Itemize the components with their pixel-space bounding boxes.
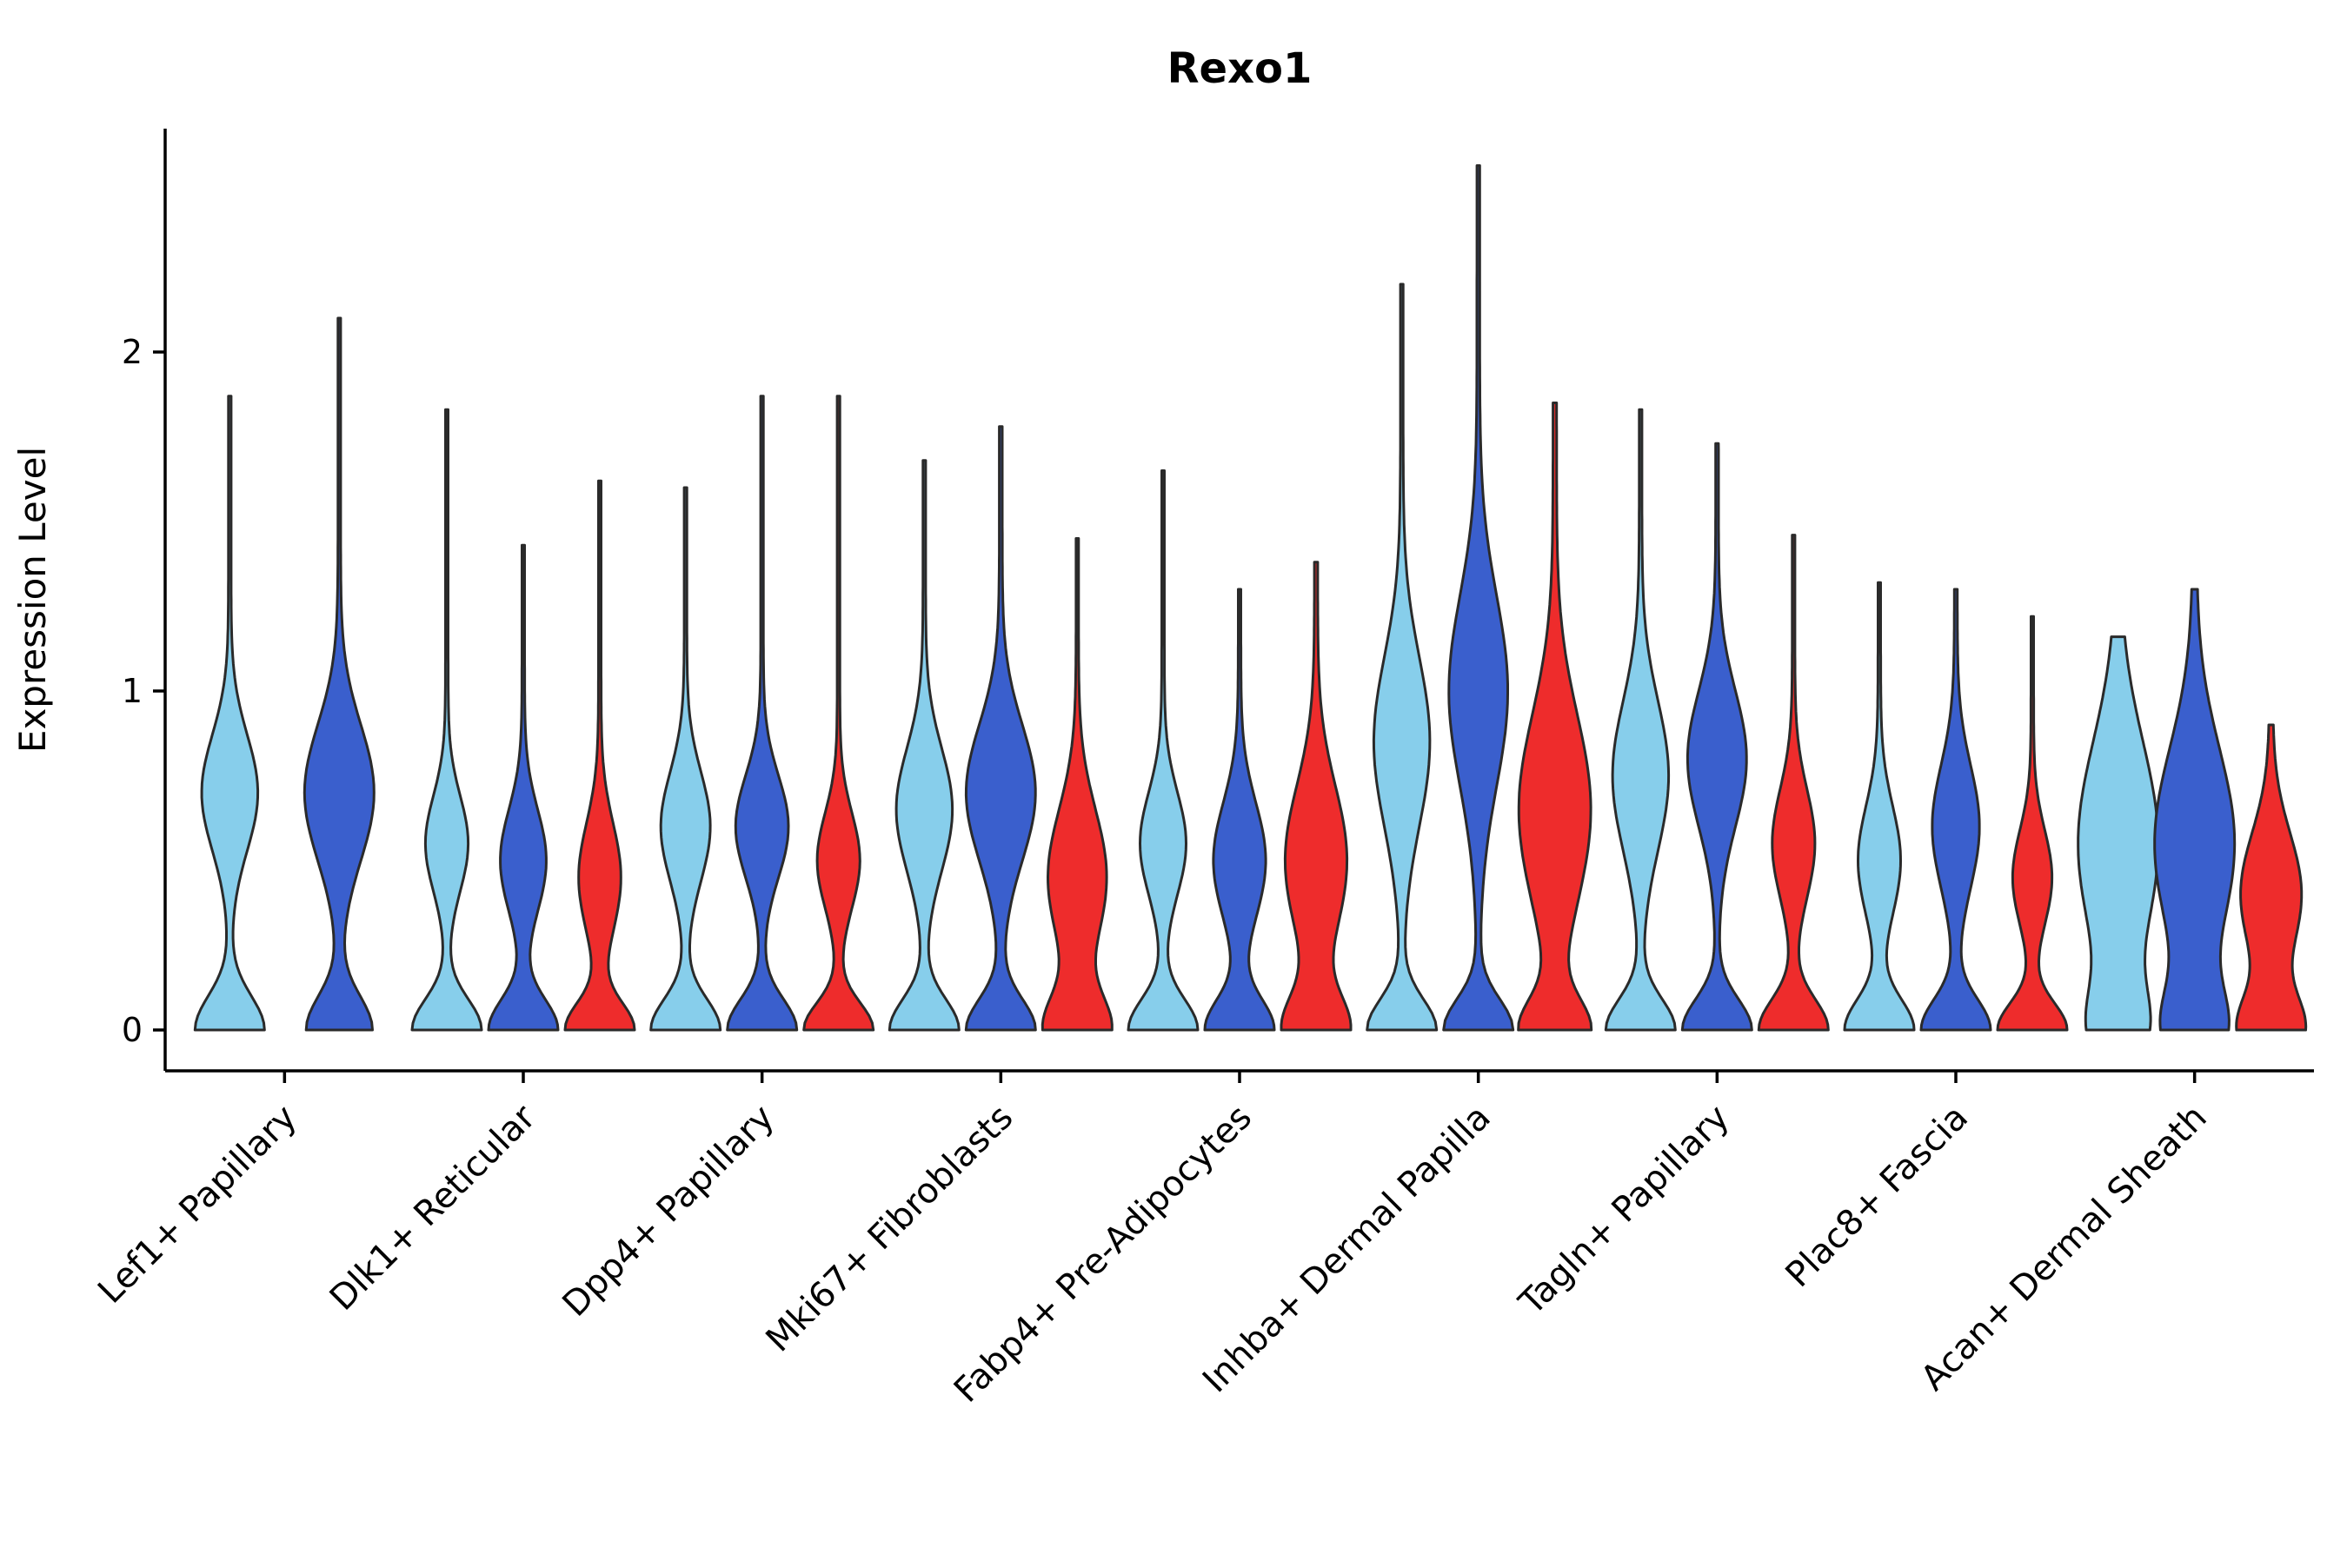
y-tick-label: 1 — [122, 672, 143, 710]
violin — [964, 425, 1037, 1032]
x-tick-label: Dlk1+ Reticular — [322, 1097, 544, 1319]
violin — [2153, 588, 2237, 1032]
x-tick-label: Tagln+ Papillary — [1511, 1098, 1737, 1324]
violin — [410, 408, 483, 1032]
violin — [1680, 442, 1753, 1032]
violin — [726, 395, 799, 1032]
chart-title: Rexo1 — [1167, 44, 1313, 93]
violin — [1203, 588, 1276, 1032]
violin — [1280, 561, 1353, 1032]
violin — [487, 543, 560, 1032]
x-tick-label: Lef1+ Papillary — [90, 1098, 304, 1312]
violin — [649, 486, 722, 1032]
x-tick-label: Dpp4+ Papillary — [555, 1098, 781, 1325]
violin — [1919, 588, 1992, 1032]
violin — [1442, 164, 1515, 1032]
violin — [1996, 615, 2069, 1032]
violin — [888, 459, 961, 1032]
violin — [802, 395, 875, 1032]
violin — [1843, 581, 1916, 1032]
violin — [1757, 534, 1830, 1032]
y-tick-label: 2 — [122, 333, 143, 371]
violin — [193, 395, 266, 1032]
violin — [303, 316, 376, 1032]
violin — [1366, 282, 1439, 1032]
violin — [1604, 408, 1677, 1032]
violin — [2077, 635, 2160, 1032]
violin — [2235, 723, 2308, 1032]
y-axis-label: Expression Level — [11, 447, 54, 753]
violin — [1517, 402, 1593, 1032]
violin — [1127, 469, 1200, 1032]
violin — [1041, 537, 1114, 1032]
violins — [193, 164, 2308, 1032]
y-tick-label: 0 — [122, 1011, 143, 1049]
x-tick-label: Mki67+ Fibroblasts — [759, 1098, 1021, 1360]
x-tick-label: Plac8+ Fascia — [1779, 1098, 1977, 1296]
violin — [563, 479, 636, 1032]
